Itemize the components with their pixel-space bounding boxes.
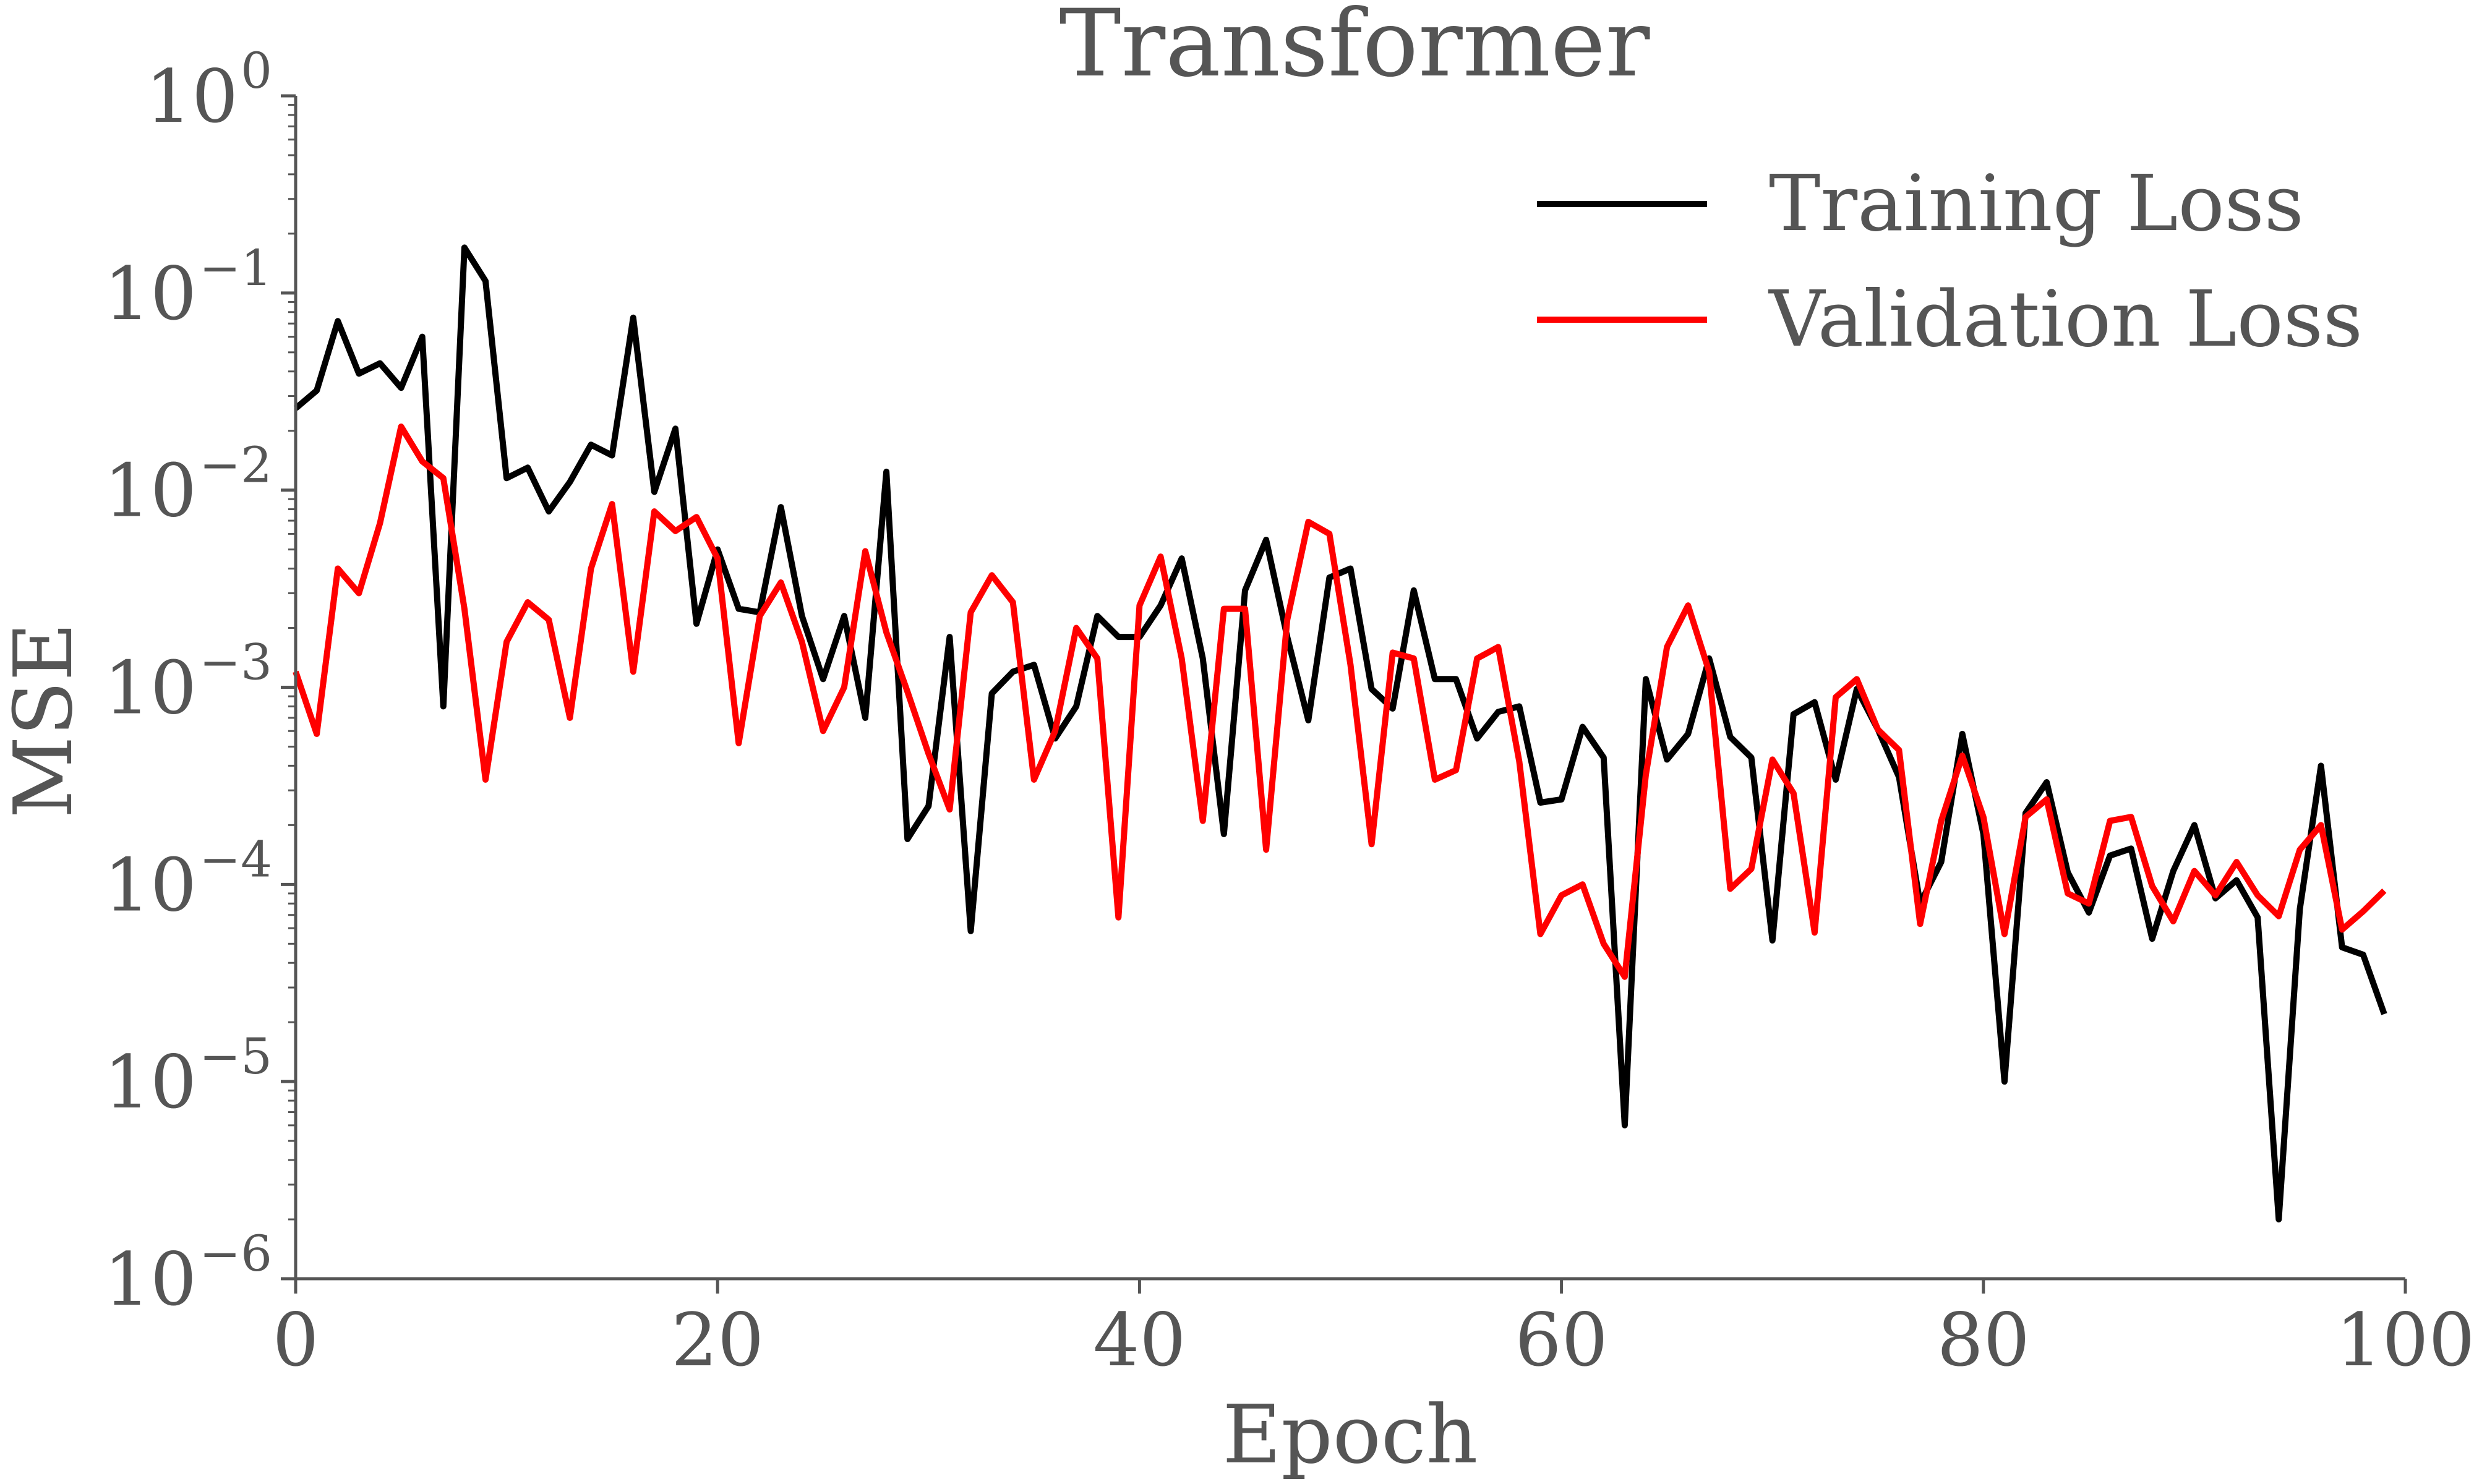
- x-tick-label: 100: [2335, 1297, 2474, 1383]
- y-tick-label: 100: [145, 42, 272, 139]
- legend-label-validation-loss: Validation Loss: [1768, 275, 2363, 364]
- series-line-training-loss: [293, 244, 2387, 1222]
- tick-labels: 100 10−1 10−2 10−3 10−4 10−5 10−60 20 40 60 80 100: [104, 42, 2474, 1383]
- x-tick-label: 40: [1093, 1297, 1186, 1383]
- series-layer: [293, 244, 2387, 1222]
- series-line-validation-loss: [293, 423, 2387, 980]
- axis-ticks: [281, 94, 2407, 1294]
- x-tick-label: 0: [272, 1297, 319, 1383]
- x-tick-label: 80: [1937, 1297, 2030, 1383]
- y-tick-label: 10−5: [104, 1028, 272, 1125]
- chart-title: Transformer: [1059, 0, 1650, 98]
- y-tick-label: 10−3: [104, 634, 272, 731]
- y-axis-label: MSE: [0, 622, 90, 818]
- y-tick-label: 10−1: [104, 239, 272, 336]
- x-tick-label: 60: [1515, 1297, 1608, 1383]
- legend: Training Loss Validation Loss: [1537, 159, 2363, 364]
- x-tick-label: 20: [671, 1297, 764, 1383]
- legend-label-training-loss: Training Loss: [1769, 159, 2304, 249]
- x-axis-label: Epoch: [1223, 1388, 1478, 1482]
- y-tick-label: 10−4: [104, 830, 272, 927]
- y-tick-label: 10−2: [104, 437, 272, 534]
- y-tick-label: 10−6: [104, 1225, 272, 1322]
